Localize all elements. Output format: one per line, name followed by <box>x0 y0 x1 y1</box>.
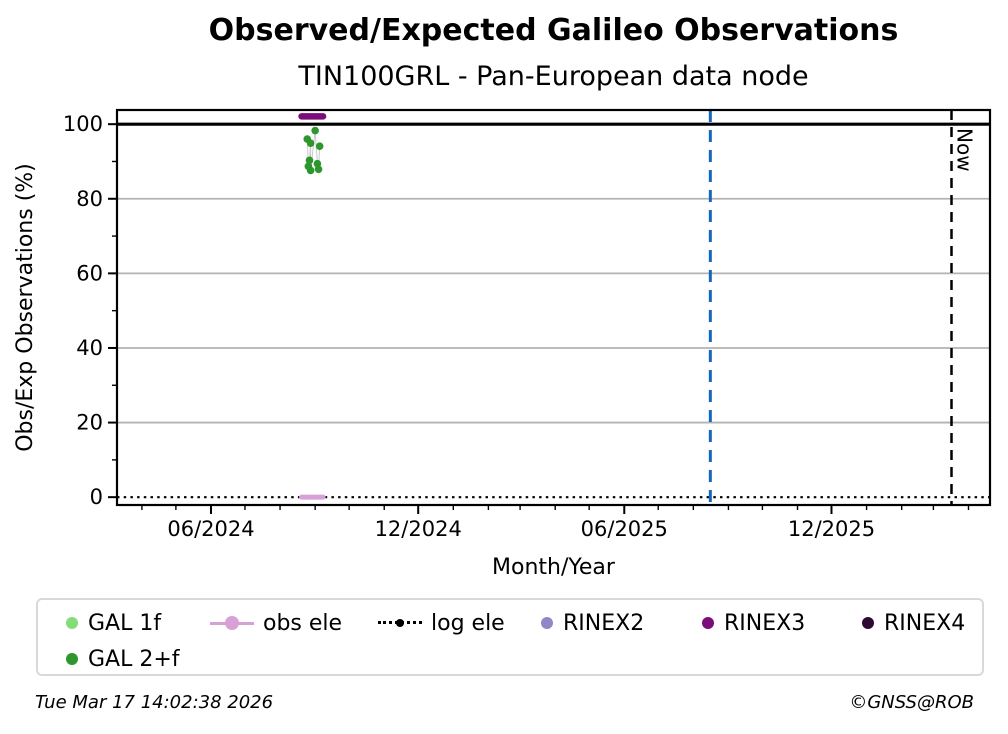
legend-label: RINEX4 <box>884 610 966 636</box>
legend-label: obs ele <box>263 610 343 636</box>
credit: ©GNSS@ROB <box>849 692 974 713</box>
y-tick-label: 40 <box>76 336 103 360</box>
rinex3-marker-icon <box>701 616 715 630</box>
legend-box: GAL 1f obs ele log ele RINEX2 RINEX3 RINEX4 GA… <box>36 598 984 676</box>
legend-item-obs-ele: obs ele <box>210 610 342 636</box>
plot-border <box>115 108 992 507</box>
data-point-gal-2-f <box>315 142 324 150</box>
data-point-gal-2-f <box>306 166 315 175</box>
plot-area: Now 06/2024 12/2024 06/2025 12/2025 0 20 40 60 80… <box>13 108 992 580</box>
data-point-gal-2-f <box>311 126 319 135</box>
chart-subtitle: TIN100GRL - Pan-European data node <box>298 61 809 92</box>
legend-label: GAL 2+f <box>88 646 180 672</box>
timestamp: Tue Mar 17 14:02:38 2026 <box>35 692 274 713</box>
legend-label: RINEX2 <box>563 610 645 636</box>
y-tick-label: 0 <box>90 485 103 509</box>
y-tick-label: 100 <box>63 112 103 136</box>
legend-item-gal-2-f: GAL 2+f <box>65 646 180 672</box>
gal-2-f-marker-icon <box>65 652 79 666</box>
rinex2-marker-icon <box>540 616 554 630</box>
now-label: Now <box>953 128 977 172</box>
x-tick-label: 12/2024 <box>375 517 462 541</box>
data-point-gal-2-f <box>306 139 315 147</box>
legend-label: log ele <box>431 610 505 636</box>
legend-item-rinex3: RINEX3 <box>701 610 805 636</box>
legend-item-gal-1f: GAL 1f <box>65 610 161 636</box>
x-tick-label: 06/2025 <box>581 517 668 541</box>
legend-label: GAL 1f <box>88 610 162 636</box>
legend-item-rinex4: RINEX4 <box>861 610 965 636</box>
chart-title: Observed/Expected Galileo Observations <box>208 13 899 48</box>
y-tick-label: 60 <box>76 261 103 285</box>
x-tick-label: 06/2024 <box>167 517 254 541</box>
legend-item-rinex2: RINEX2 <box>540 610 644 636</box>
data-point-gal-2-f <box>305 156 314 165</box>
legend-item-log-ele: log ele <box>378 610 505 636</box>
x-axis-label: Month/Year <box>492 555 616 580</box>
y-axis-label: Obs/Exp Observations (%) <box>13 163 38 452</box>
y-tick-label: 20 <box>76 411 103 435</box>
gal-1f-marker-icon <box>65 616 79 630</box>
x-tick-label: 12/2025 <box>788 517 875 541</box>
rinex4-marker-icon <box>861 616 875 630</box>
log-ele-marker-icon <box>378 616 422 630</box>
obs-ele-marker-icon <box>210 616 254 630</box>
legend-label: RINEX3 <box>724 610 806 636</box>
y-tick-label: 80 <box>76 187 103 211</box>
data-point-gal-2-f <box>314 165 323 174</box>
